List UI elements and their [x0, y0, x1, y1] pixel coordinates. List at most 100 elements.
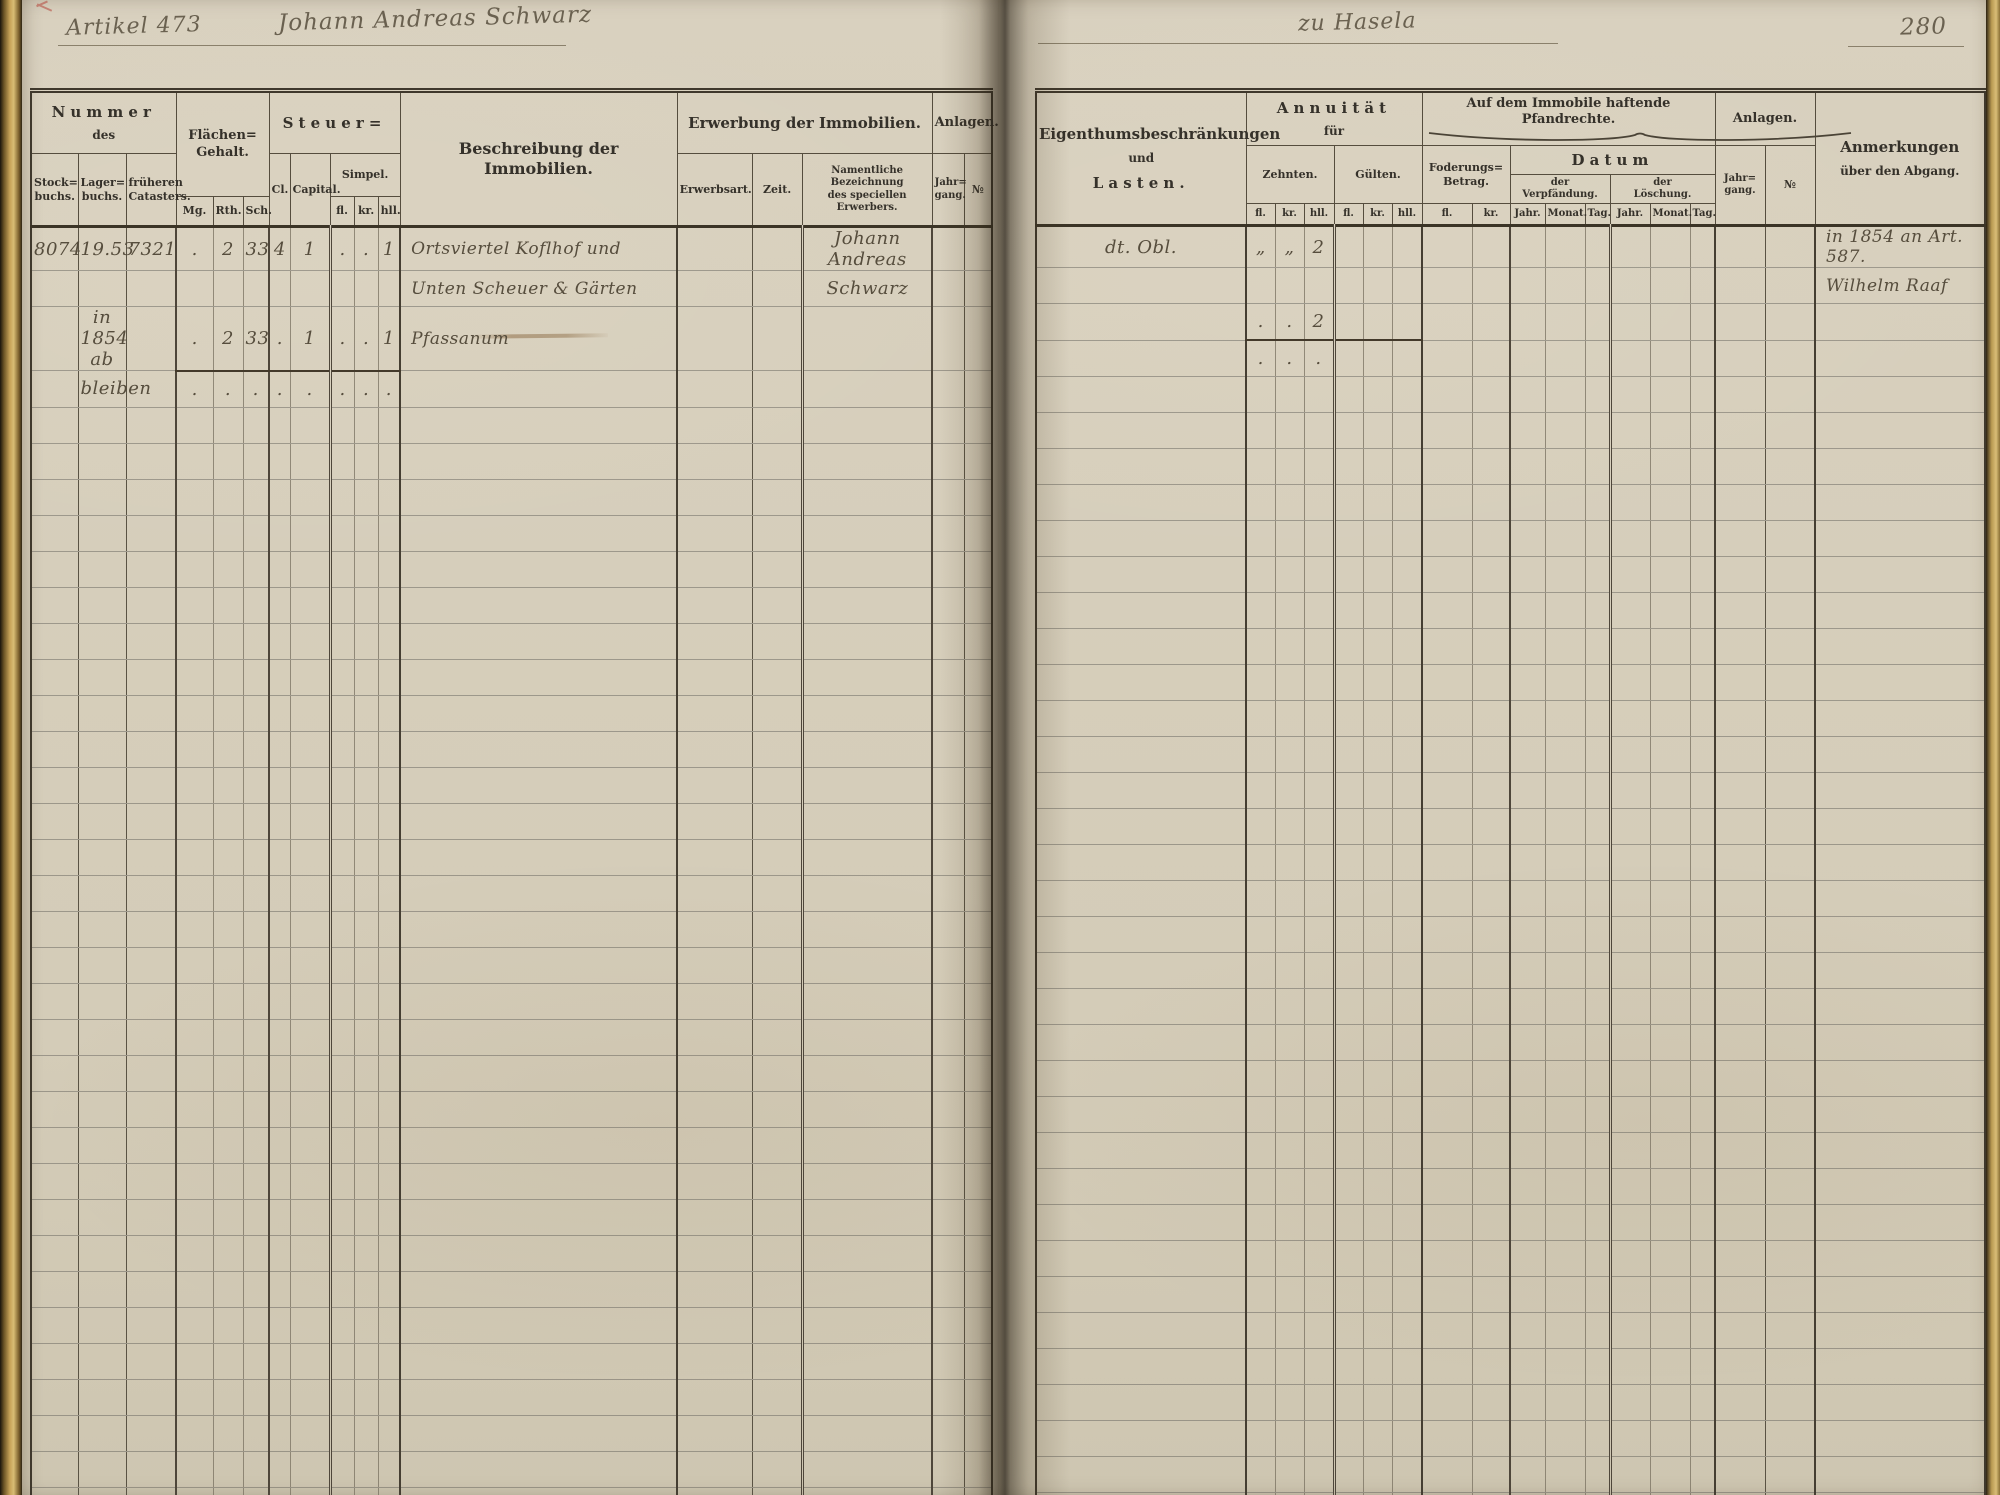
- cell-z_fl: [1245, 772, 1275, 809]
- cell-zeit: [751, 587, 803, 624]
- cell-anmerkungen: [1814, 1420, 1985, 1457]
- cell-zeit: [751, 947, 803, 984]
- cell-no: [963, 1019, 993, 1056]
- cell-v_tag: [1584, 916, 1610, 953]
- cell-f_kr: [1471, 1456, 1510, 1493]
- cell-erwerber: [800, 370, 933, 408]
- cell-g_fl: [1332, 556, 1363, 593]
- cell-erwerbsart: [676, 1343, 753, 1380]
- cell-sch: [242, 1199, 270, 1236]
- cell-mg: [175, 659, 214, 696]
- cell-v_monat: [1544, 376, 1585, 413]
- cell-lasten: [1036, 1060, 1246, 1097]
- cell-z_hll: [1303, 1060, 1334, 1097]
- cell-fl: [328, 659, 355, 696]
- cell-z_hll: [1303, 448, 1334, 485]
- cell-sch: [242, 1091, 270, 1128]
- cell-l_jahr: [1608, 1168, 1650, 1205]
- cell-no: [1764, 1492, 1815, 1495]
- cell-fl: [328, 587, 355, 624]
- cell-fl: [328, 1307, 355, 1344]
- cell-erwerber: [800, 1235, 933, 1272]
- cell-jahrgang2: [1714, 1348, 1765, 1385]
- cell-mg: [175, 1127, 214, 1164]
- cell-sch: [242, 911, 270, 948]
- cell-jahrgang2: [1714, 1384, 1765, 1421]
- cell-z_kr: [1274, 844, 1304, 881]
- cell-hll: 1: [377, 306, 401, 372]
- cell-erwerbsart: [676, 587, 753, 624]
- cell-stockbuchs: [31, 1199, 78, 1236]
- table-row: ..2: [1036, 303, 1985, 341]
- cell-lagerbuchs: [77, 1127, 126, 1164]
- th-rth: Rth.: [212, 196, 244, 227]
- cell-jahrgang2: [1714, 412, 1765, 449]
- cell-zeit: [751, 1019, 803, 1056]
- cell-stockbuchs: [31, 659, 78, 696]
- cell-jahrgang2: [1714, 1276, 1765, 1313]
- cell-stockbuchs: [31, 1451, 78, 1488]
- cell-l_monat: [1649, 1276, 1690, 1313]
- cell-capital: [289, 1199, 331, 1236]
- table-row: bleiben........: [31, 370, 993, 408]
- cell-sch: [242, 1271, 270, 1308]
- cell-lagerbuchs: [77, 659, 126, 696]
- cell-beschreibung: [399, 515, 678, 552]
- cell-l_monat: [1649, 340, 1690, 377]
- cell-stockbuchs: [31, 479, 78, 516]
- cell-mg: [175, 1451, 214, 1488]
- cell-v_jahr: [1509, 1060, 1545, 1097]
- cell-mg: [175, 515, 214, 552]
- cell-anmerkungen: [1814, 376, 1985, 413]
- cell-g_kr: [1362, 1024, 1392, 1061]
- cell-z_hll: .: [1303, 340, 1334, 377]
- table-row: [31, 443, 993, 480]
- table-row: [31, 587, 993, 624]
- cell-fl: [328, 1091, 355, 1128]
- th-foderung-fl: fl.: [1421, 203, 1473, 226]
- cell-l_monat: [1649, 664, 1690, 701]
- cell-f_fl: [1421, 736, 1472, 773]
- cell-beschreibung: [399, 695, 678, 732]
- cell-zeit: [751, 803, 803, 840]
- cell-l_tag: [1689, 224, 1715, 268]
- cell-v_jahr: [1509, 1348, 1545, 1385]
- cell-no: [1764, 1384, 1815, 1421]
- cell-anmerkungen: [1814, 448, 1985, 485]
- cell-mg: [175, 1271, 214, 1308]
- cell-anmerkungen: [1814, 880, 1985, 917]
- cell-anmerkungen: [1814, 1276, 1985, 1313]
- cell-l_tag: [1689, 1132, 1715, 1169]
- cell-capital: [289, 839, 331, 876]
- cell-no: [963, 803, 993, 840]
- cell-anmerkungen: [1814, 1060, 1985, 1097]
- th-loesch-jahr: Jahr.: [1609, 203, 1651, 226]
- cell-cl: [268, 983, 291, 1020]
- table-row: ...: [1036, 340, 1985, 377]
- cell-lagerbuchs: [77, 1451, 126, 1488]
- cell-fl: [328, 731, 355, 768]
- cell-cl: [268, 515, 291, 552]
- cell-zeit: [751, 1307, 803, 1344]
- cell-erwerber: [800, 767, 933, 804]
- cell-jahrgang: [931, 911, 965, 948]
- cell-anmerkungen: [1814, 412, 1985, 449]
- cell-stockbuchs: [31, 1271, 78, 1308]
- cell-f_fl: [1421, 484, 1472, 521]
- cell-g_kr: [1362, 484, 1392, 521]
- cell-cl: [268, 695, 291, 732]
- cell-anmerkungen: [1814, 664, 1985, 701]
- cell-zeit: [751, 623, 803, 660]
- cell-mg: [175, 911, 214, 948]
- cell-l_jahr: [1608, 1240, 1650, 1277]
- cell-mg: [175, 1379, 214, 1416]
- cell-v_monat: [1544, 1420, 1585, 1457]
- th-nummer: Nummer des: [30, 90, 177, 154]
- cell-hll: [377, 1415, 401, 1452]
- cell-l_tag: [1689, 520, 1715, 557]
- cell-anmerkungen: [1814, 1312, 1985, 1349]
- cell-kr: [353, 659, 379, 696]
- cell-v_jahr: [1509, 664, 1545, 701]
- cell-jahrgang2: [1714, 1024, 1765, 1061]
- cell-no: [963, 370, 993, 408]
